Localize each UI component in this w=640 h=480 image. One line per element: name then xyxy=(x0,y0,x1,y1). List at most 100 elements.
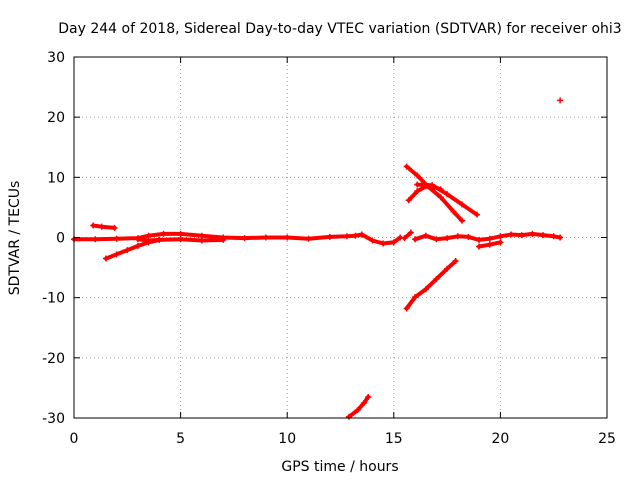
data-layer xyxy=(71,97,564,420)
y-tick-label: -20 xyxy=(42,351,65,367)
data-point xyxy=(346,413,353,420)
data-point xyxy=(156,236,163,243)
data-point xyxy=(102,255,109,262)
data-point xyxy=(360,399,367,406)
series-baseline-early xyxy=(71,230,404,247)
grid xyxy=(74,57,607,418)
data-point xyxy=(198,237,205,244)
series-trace xyxy=(72,231,403,246)
x-tick-label: 5 xyxy=(176,431,185,447)
y-tick-label: 20 xyxy=(47,110,65,126)
x-tick-label: 10 xyxy=(278,431,296,447)
data-point xyxy=(352,232,359,239)
y-tick-label: 10 xyxy=(47,170,65,186)
ticks: 0 5 10 15 20 25 -30 -20 -10 0 10 20 30 xyxy=(42,50,616,447)
data-point xyxy=(452,257,459,264)
series-baseline-late-lower xyxy=(476,239,504,250)
y-tick-label: 0 xyxy=(56,231,65,247)
y-tick-label: -10 xyxy=(42,291,65,307)
data-point xyxy=(497,239,504,246)
data-point xyxy=(354,407,361,414)
data-point xyxy=(450,208,457,215)
data-point xyxy=(444,265,451,272)
data-point xyxy=(403,305,410,312)
data-point xyxy=(476,243,483,250)
data-point xyxy=(401,235,408,242)
x-tick-label: 25 xyxy=(598,431,616,447)
chart-title: Day 244 of 2018, Sidereal Day-to-day VTE… xyxy=(58,21,621,37)
data-point xyxy=(369,237,376,244)
data-point xyxy=(422,183,429,190)
x-axis-label: GPS time / hours xyxy=(281,459,398,475)
data-point xyxy=(220,236,227,243)
data-point xyxy=(476,236,483,243)
data-point xyxy=(113,251,120,258)
data-point xyxy=(529,230,536,237)
data-point xyxy=(454,233,461,240)
data-point xyxy=(465,233,472,240)
data-point xyxy=(98,223,105,230)
data-point xyxy=(134,236,141,243)
data-point xyxy=(557,97,564,104)
x-tick-label: 20 xyxy=(491,431,509,447)
data-point xyxy=(459,201,466,208)
data-point xyxy=(145,239,152,246)
data-point xyxy=(92,236,99,243)
data-point xyxy=(407,229,414,236)
y-tick-label: 30 xyxy=(47,50,65,66)
data-point xyxy=(518,232,525,239)
data-point xyxy=(414,181,421,188)
data-point xyxy=(486,235,493,242)
series-trace xyxy=(402,230,413,241)
data-point xyxy=(113,235,120,242)
series-outlier xyxy=(557,97,564,104)
data-point xyxy=(403,163,410,170)
data-point xyxy=(124,247,131,254)
series-trace xyxy=(347,394,371,419)
data-point xyxy=(437,194,444,201)
data-point xyxy=(431,183,438,190)
series-arc-rising-mid xyxy=(401,229,414,242)
data-point xyxy=(343,233,350,240)
x-tick-label: 0 xyxy=(70,431,79,447)
series-trace xyxy=(404,164,464,223)
data-point xyxy=(422,286,429,293)
x-tick-label: 15 xyxy=(385,431,403,447)
series-arc-early-up xyxy=(90,222,118,231)
data-point xyxy=(459,217,466,224)
series-baseline-late xyxy=(412,230,564,243)
series-arc-rising-neg xyxy=(403,257,459,312)
data-point xyxy=(433,236,440,243)
y-tick-label: -30 xyxy=(42,411,65,427)
data-point xyxy=(557,234,564,241)
data-point xyxy=(412,236,419,243)
data-point xyxy=(390,239,397,246)
data-point xyxy=(134,242,141,249)
series-arc-hump xyxy=(405,183,444,204)
data-point xyxy=(444,235,451,242)
data-point xyxy=(380,240,387,247)
data-point xyxy=(433,276,440,283)
data-point xyxy=(486,241,493,248)
data-point xyxy=(365,393,372,400)
data-point xyxy=(412,294,419,301)
data-point xyxy=(177,236,184,243)
data-point xyxy=(241,235,248,242)
data-point xyxy=(508,231,515,238)
data-point xyxy=(550,233,557,240)
data-point xyxy=(262,234,269,241)
data-point xyxy=(284,234,291,241)
data-point xyxy=(326,233,333,240)
data-point xyxy=(305,235,312,242)
series-trace xyxy=(404,259,458,311)
y-axis-label: SDTVAR / TECUs xyxy=(7,181,23,296)
data-point xyxy=(414,172,421,179)
data-point xyxy=(358,231,365,238)
series-arc-bottom xyxy=(346,393,372,420)
series-arc-early-down xyxy=(102,236,163,262)
data-point xyxy=(422,232,429,239)
data-point xyxy=(473,211,480,218)
data-point xyxy=(160,230,167,237)
data-point xyxy=(90,222,97,229)
